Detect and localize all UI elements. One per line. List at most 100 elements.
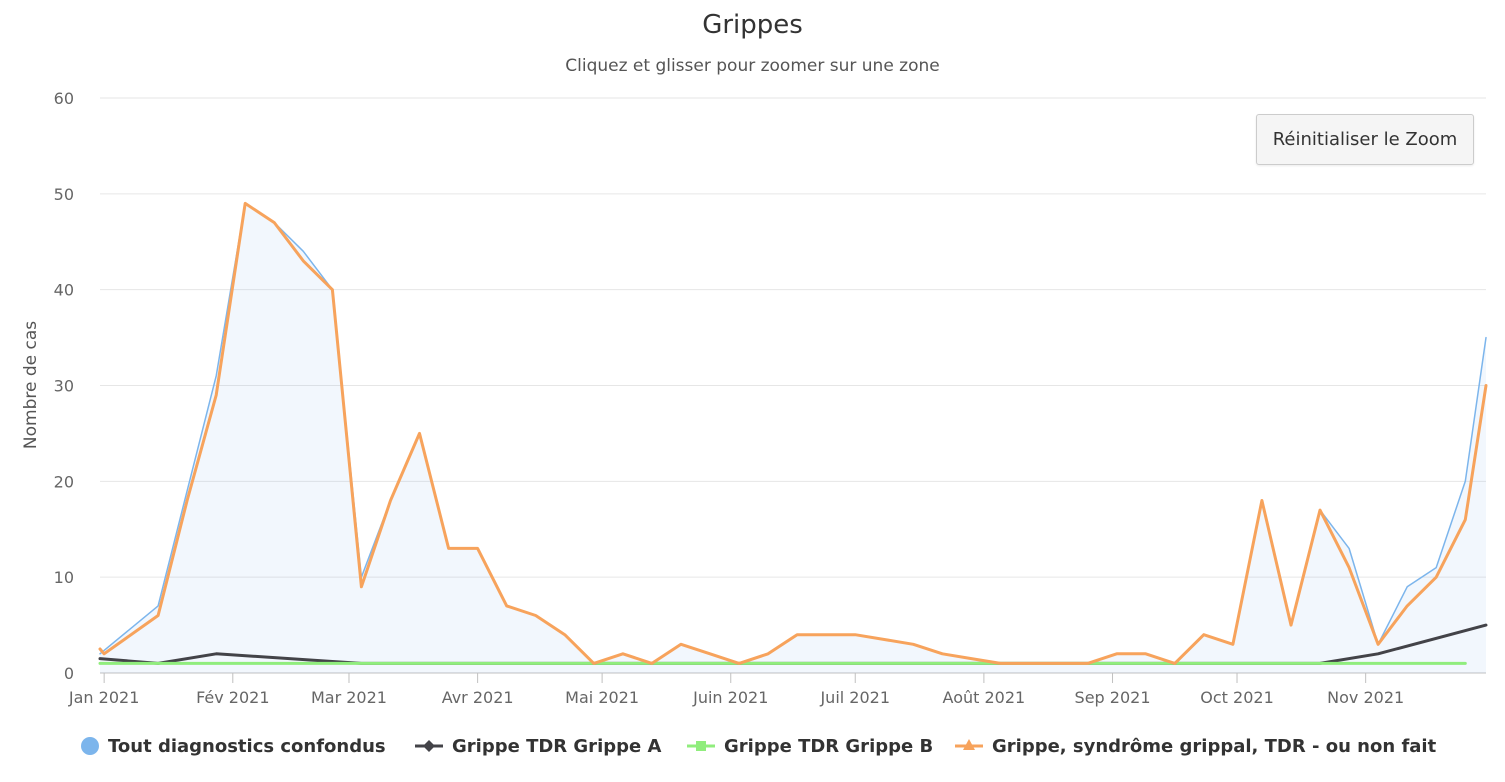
series-area-fill — [100, 203, 1486, 673]
triangle-marker-icon — [955, 739, 983, 750]
chart-title: Grippes — [702, 10, 803, 40]
data-point — [1435, 576, 1438, 579]
data-point — [912, 643, 915, 646]
axis-layer: 0 10 20 30 40 50 60 Jan 2021 Fév 2021 Mar 2021 Avr… — [54, 89, 1405, 707]
data-point — [767, 652, 770, 655]
legend-label: Grippe TDR Grippe B — [724, 735, 934, 757]
data-point — [999, 662, 1002, 665]
legend-item-tdr-grippe-b[interactable]: Grippe TDR Grippe B — [686, 730, 933, 762]
x-tick-label: Mai 2021 — [565, 688, 639, 707]
data-point — [1377, 643, 1380, 646]
data-point — [854, 633, 857, 636]
data-point — [157, 614, 160, 617]
data-point — [1086, 662, 1089, 665]
data-point — [447, 547, 450, 550]
data-point — [244, 202, 247, 205]
legend-label: Grippe TDR Grippe A — [452, 735, 662, 757]
data-point — [1290, 624, 1293, 627]
data-point — [505, 604, 508, 607]
series-line-3 — [98, 201, 1488, 665]
x-tick-label: Fév 2021 — [196, 688, 269, 707]
data-point — [476, 547, 479, 550]
data-point — [650, 662, 653, 665]
series-layer — [98, 201, 1488, 665]
data-point — [99, 652, 102, 655]
data-point — [796, 633, 799, 636]
data-point — [1348, 547, 1351, 550]
data-point — [418, 432, 421, 435]
x-tick-label: Août 2021 — [943, 688, 1026, 707]
y-tick-label: 0 — [64, 664, 74, 683]
data-point — [1485, 384, 1488, 387]
legend-label: Grippe, syndrôme grippal, TDR - ou non f… — [992, 735, 1437, 757]
legend-item-grippe-syndrome[interactable]: Grippe, syndrôme grippal, TDR - ou non f… — [954, 730, 1436, 762]
reset-zoom-button[interactable]: Réinitialiser le Zoom — [1256, 114, 1474, 165]
data-point — [970, 657, 973, 660]
data-point — [621, 652, 624, 655]
data-point — [1406, 604, 1409, 607]
data-point — [1464, 518, 1467, 521]
data-point — [1202, 633, 1205, 636]
y-tick-label: 60 — [54, 89, 74, 108]
data-point — [680, 643, 683, 646]
data-point — [302, 250, 305, 253]
data-point — [99, 657, 102, 660]
data-point — [709, 652, 712, 655]
data-point — [1260, 499, 1263, 502]
x-tick-label: Avr 2021 — [442, 688, 514, 707]
y-tick-label: 40 — [54, 281, 74, 300]
data-point — [1057, 662, 1060, 665]
x-tick-label: Jan 2021 — [68, 688, 139, 707]
data-point — [99, 648, 102, 651]
y-tick-label: 30 — [54, 377, 74, 396]
data-point — [1377, 652, 1380, 655]
data-point — [1144, 652, 1147, 655]
data-point — [1115, 652, 1118, 655]
x-tick-label: Sep 2021 — [1075, 688, 1151, 707]
data-point — [99, 662, 102, 665]
data-point — [215, 374, 218, 377]
data-point — [128, 628, 131, 631]
data-point — [1406, 585, 1409, 588]
data-point — [883, 638, 886, 641]
y-tick-label: 20 — [54, 472, 74, 491]
chart-subtitle: Cliquez et glisser pour zoomer sur une z… — [565, 56, 940, 76]
legend: Tout diagnostics confondus Grippe TDR Gr… — [0, 730, 1505, 762]
square-marker-icon — [687, 741, 715, 751]
data-point — [215, 394, 218, 397]
data-point — [1485, 336, 1488, 339]
data-point — [563, 633, 566, 636]
y-tick-label: 50 — [54, 185, 74, 204]
x-tick-label: Juil 2021 — [819, 688, 890, 707]
area-fill-layer — [100, 203, 1486, 673]
y-tick-label: 10 — [54, 568, 74, 587]
data-point — [825, 633, 828, 636]
data-point — [1435, 566, 1438, 569]
data-point — [1464, 662, 1467, 665]
data-point — [215, 652, 218, 655]
legend-label: Tout diagnostics confondus — [108, 735, 386, 757]
data-point — [738, 662, 741, 665]
data-point — [186, 499, 189, 502]
x-tick-label: Oct 2021 — [1200, 688, 1273, 707]
x-tick-label: Juin 2021 — [692, 688, 768, 707]
data-point — [389, 499, 392, 502]
data-point — [331, 288, 334, 291]
data-point — [534, 614, 537, 617]
y-axis-label: Nombre de cas — [21, 321, 41, 449]
data-point — [273, 221, 276, 224]
data-point — [302, 259, 305, 262]
x-tick-label: Mar 2021 — [311, 688, 387, 707]
x-tick-label: Nov 2021 — [1327, 688, 1404, 707]
data-point — [1464, 480, 1467, 483]
legend-item-tdr-grippe-a[interactable]: Grippe TDR Grippe A — [414, 730, 661, 762]
data-point — [592, 662, 595, 665]
data-point — [1485, 624, 1488, 627]
data-point — [1173, 662, 1176, 665]
data-point — [360, 585, 363, 588]
legend-item-all-diagnostics[interactable]: Tout diagnostics confondus — [80, 730, 386, 762]
diamond-marker-icon — [415, 740, 443, 752]
circle-marker-icon — [81, 737, 99, 755]
